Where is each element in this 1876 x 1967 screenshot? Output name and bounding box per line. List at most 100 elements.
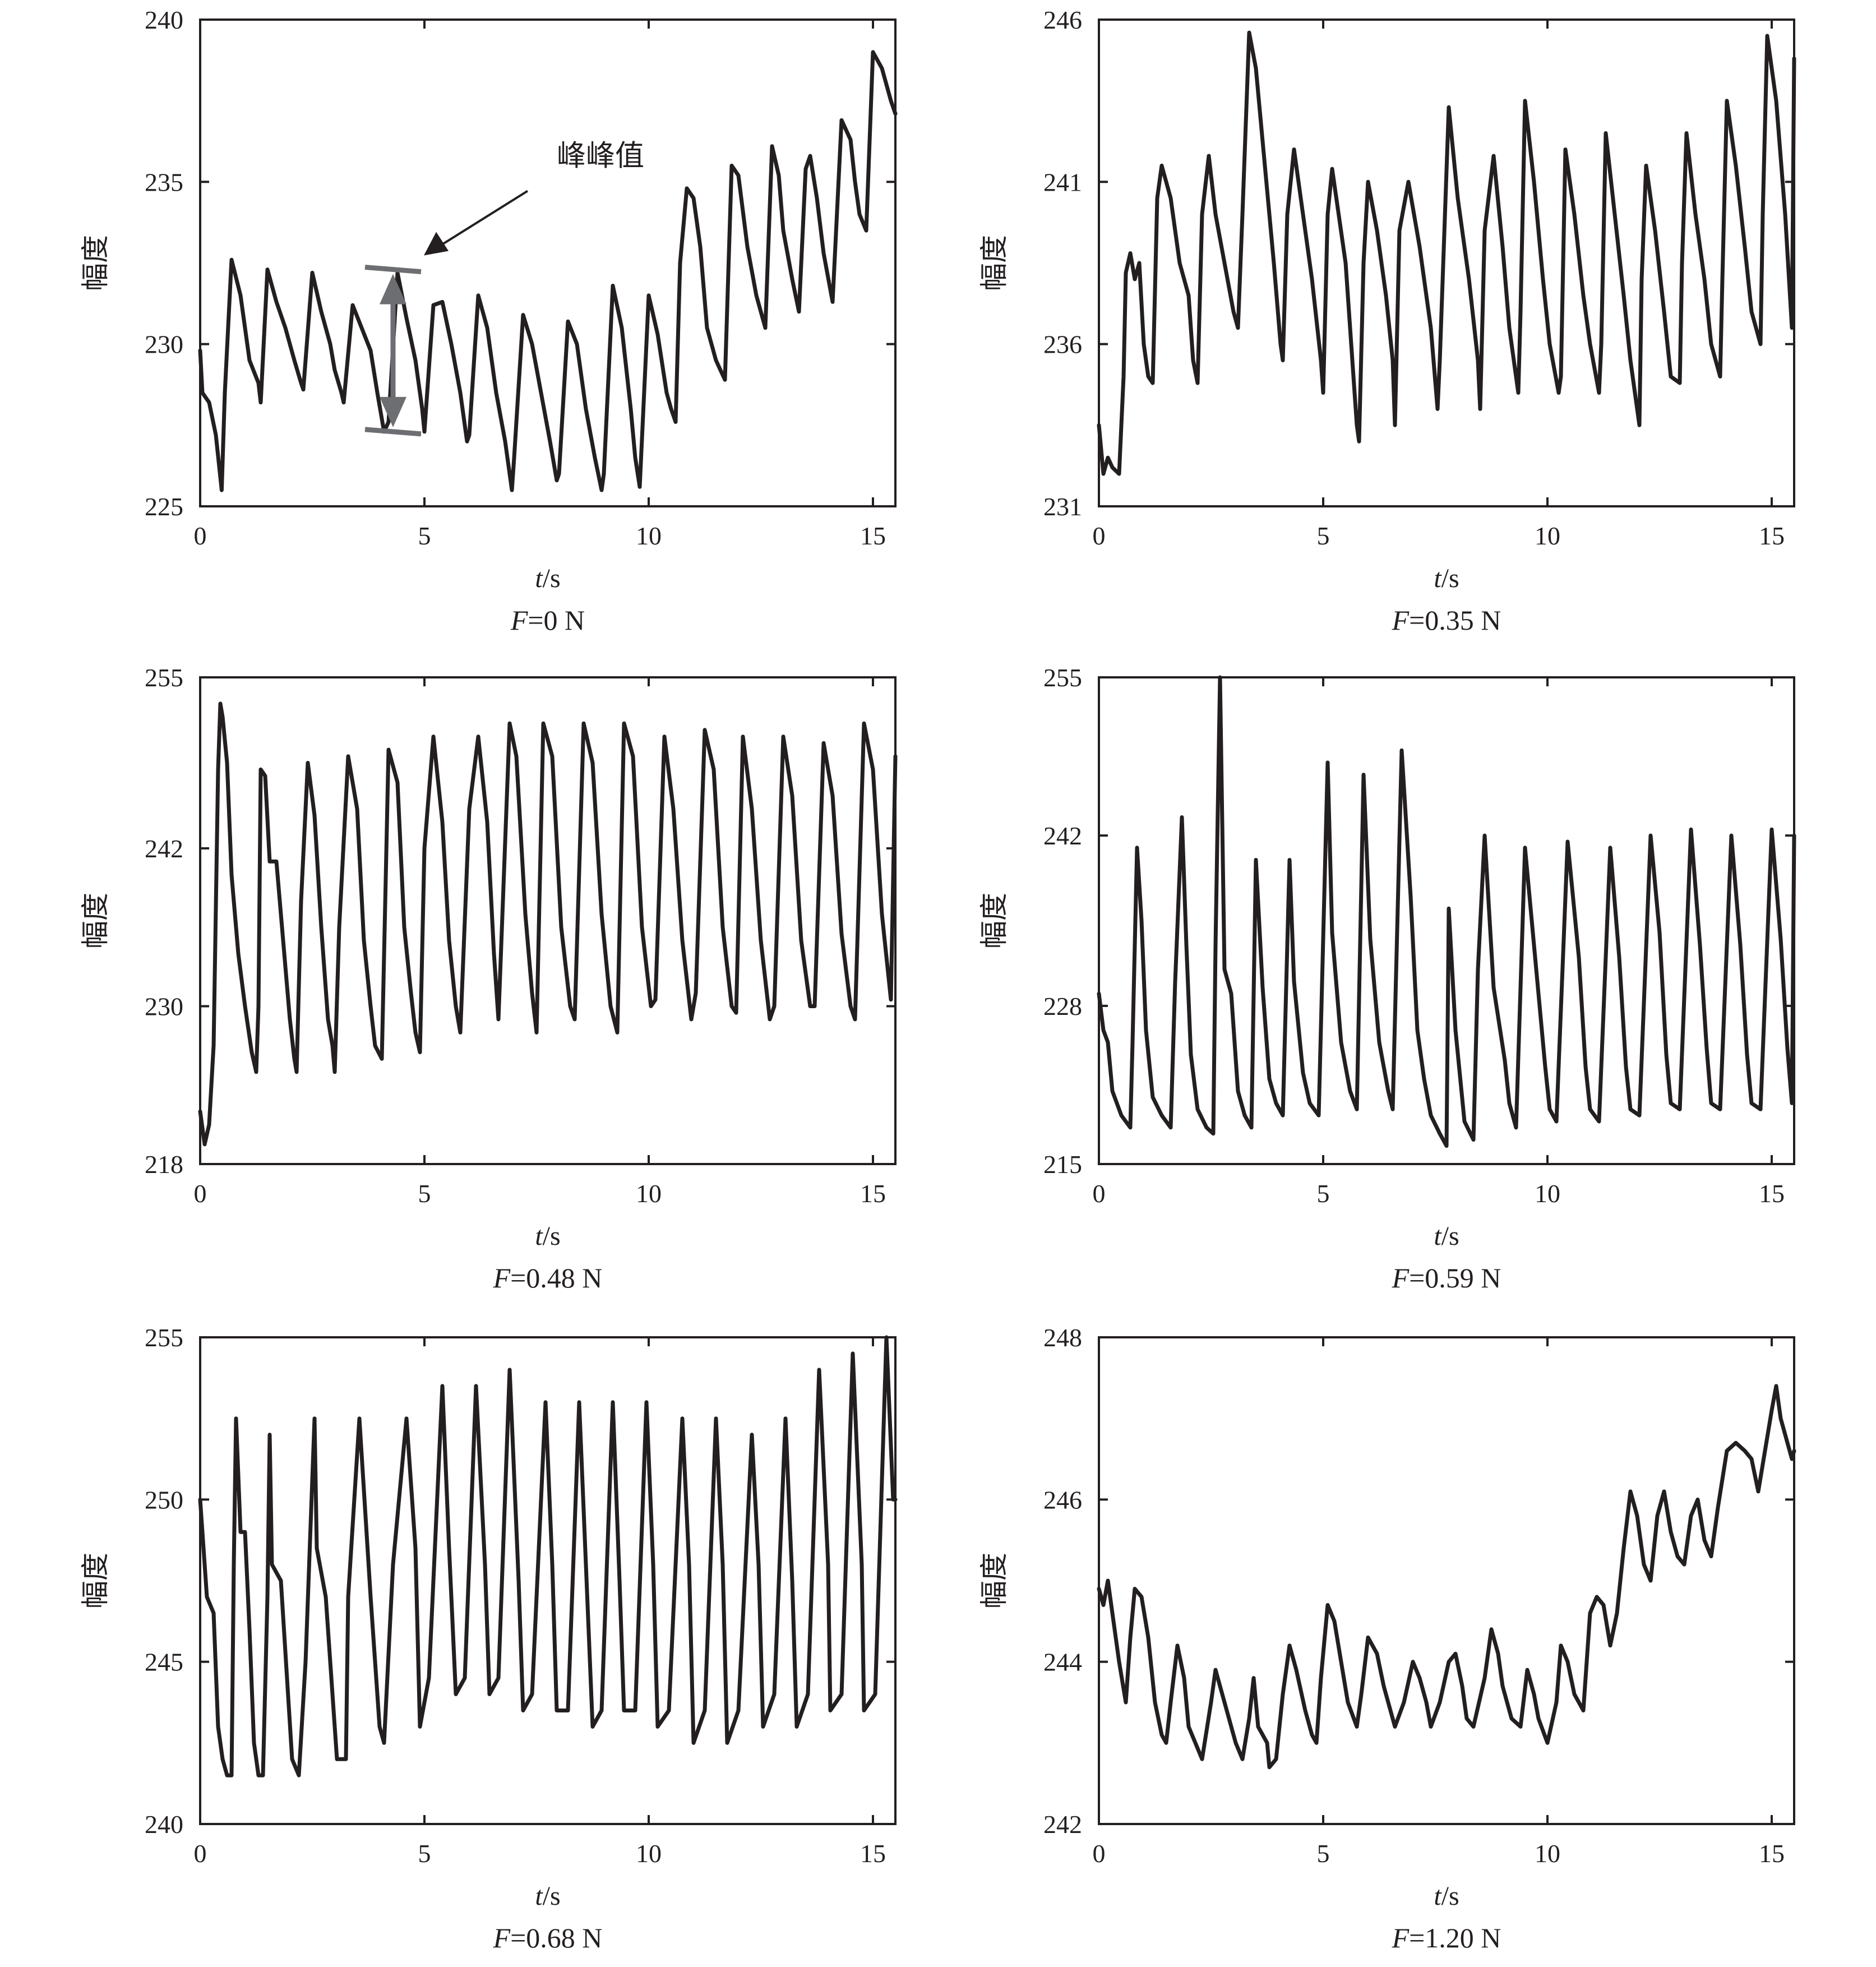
x-tick-label: 15 xyxy=(1759,521,1785,550)
y-tick-label: 228 xyxy=(1043,992,1082,1021)
plot-frame xyxy=(199,1336,897,1825)
chart-panel-6: 0 5 10 15 242 244 246 248 幅度 t/s F=1.20 N xyxy=(978,1323,1796,1954)
y-axis-label: 幅度 xyxy=(80,893,111,949)
x-tick-label: 10 xyxy=(636,1839,662,1868)
caption-variable: F xyxy=(1392,1262,1410,1294)
annotation-arrowhead-icon xyxy=(424,232,449,256)
y-tick-label: 240 xyxy=(145,1810,183,1839)
caption-value: =0.48 N xyxy=(510,1262,602,1294)
x-axis-unit: /s xyxy=(1441,1881,1459,1911)
x-tick-label: 5 xyxy=(418,1179,431,1208)
x-axis-unit: /s xyxy=(1441,564,1459,593)
peak-bar-bottom xyxy=(364,427,422,437)
x-tick-label: 15 xyxy=(860,1179,886,1208)
y-tick-label: 241 xyxy=(1043,168,1082,196)
y-tick-label: 225 xyxy=(145,492,183,521)
y-axis-label: 幅度 xyxy=(80,1553,111,1609)
x-tick-label: 10 xyxy=(1535,1839,1560,1868)
x-tick-label: 5 xyxy=(418,521,431,550)
x-axis-variable: t xyxy=(535,564,543,593)
y-tick-label: 255 xyxy=(1043,663,1082,692)
x-tick-label: 10 xyxy=(1535,1179,1560,1208)
caption-value: =0.68 N xyxy=(510,1922,602,1954)
x-tick-label: 10 xyxy=(636,1179,662,1208)
y-tick-label: 230 xyxy=(145,992,183,1021)
x-axis-label: t/s xyxy=(535,1881,560,1911)
y-tick-label: 242 xyxy=(1043,821,1082,850)
panel-caption: F=0.68 N xyxy=(493,1922,603,1954)
annotation-pointer-line xyxy=(440,190,529,247)
x-tick-label: 10 xyxy=(636,521,662,550)
caption-variable: F xyxy=(493,1262,511,1294)
x-axis-label: t/s xyxy=(1434,1881,1459,1911)
caption-variable: F xyxy=(1392,604,1410,636)
x-tick-label: 15 xyxy=(1759,1839,1785,1868)
y-tick-label: 218 xyxy=(145,1150,183,1179)
x-tick-label: 5 xyxy=(1317,1839,1330,1868)
y-tick-label: 236 xyxy=(1043,330,1082,359)
y-tick-label: 255 xyxy=(145,1323,183,1352)
chart-panel-1: 0 5 10 15 225 230 235 240 幅度 t/s F=0 N 峰峰值 xyxy=(80,6,898,636)
x-tick-label: 5 xyxy=(1317,1179,1330,1208)
caption-variable: F xyxy=(493,1922,511,1954)
y-tick-label: 242 xyxy=(145,834,183,863)
y-tick-label: 255 xyxy=(145,663,183,692)
x-tick-label: 0 xyxy=(1093,521,1106,550)
y-tick-label: 248 xyxy=(1043,1323,1082,1352)
series-line-1 xyxy=(1097,675,1796,1148)
y-tick-label: 215 xyxy=(1043,1150,1082,1179)
y-axis-label: 幅度 xyxy=(80,235,111,291)
series-line-1 xyxy=(198,1335,898,1777)
x-tick-label: 0 xyxy=(194,521,207,550)
y-tick-label: 235 xyxy=(145,168,183,196)
plot-frame xyxy=(199,676,897,1165)
caption-value: =0 N xyxy=(528,604,585,636)
x-tick-label: 0 xyxy=(194,1179,207,1208)
panel-caption: F=1.20 N xyxy=(1392,1922,1501,1954)
x-axis-variable: t xyxy=(1434,564,1442,593)
x-tick-label: 5 xyxy=(418,1839,431,1868)
x-tick-label: 10 xyxy=(1535,521,1560,550)
chart-panel-5: 0 5 10 15 240 245 250 255 幅度 t/s F=0.68 N xyxy=(80,1323,898,1954)
x-tick-label: 15 xyxy=(860,1839,886,1868)
panel-caption: F=0 N xyxy=(510,604,585,636)
y-tick-label: 245 xyxy=(145,1648,183,1677)
y-tick-label: 246 xyxy=(1043,6,1082,34)
plot-frame xyxy=(1098,19,1795,507)
x-axis-label: t/s xyxy=(1434,564,1459,593)
series-line-1 xyxy=(198,701,898,1147)
y-tick-label: 244 xyxy=(1043,1648,1082,1677)
chart-panel-3: 0 5 10 15 218 230 242 255 幅度 t/s F=0.48 N xyxy=(80,663,898,1294)
x-axis-label: t/s xyxy=(535,564,560,593)
x-tick-label: 15 xyxy=(1759,1179,1785,1208)
caption-value: =0.35 N xyxy=(1409,604,1501,636)
x-axis-variable: t xyxy=(1434,1881,1442,1911)
y-tick-label: 240 xyxy=(145,6,183,34)
x-axis-unit: /s xyxy=(1441,1221,1459,1251)
annotation-label: 峰峰值 xyxy=(557,141,644,173)
x-tick-label: 0 xyxy=(1093,1839,1106,1868)
x-axis-variable: t xyxy=(535,1881,543,1911)
y-axis-label: 幅度 xyxy=(978,235,1010,291)
y-tick-label: 231 xyxy=(1043,492,1082,521)
y-tick-label: 230 xyxy=(145,330,183,359)
y-axis-label: 幅度 xyxy=(978,1553,1010,1609)
x-axis-unit: /s xyxy=(543,1221,561,1251)
series-line-1 xyxy=(198,50,898,492)
y-axis-label: 幅度 xyxy=(978,893,1010,949)
panel-caption: F=0.35 N xyxy=(1392,604,1501,636)
x-axis-variable: t xyxy=(535,1221,543,1251)
y-tick-label: 250 xyxy=(145,1485,183,1514)
x-axis-label: t/s xyxy=(535,1221,560,1251)
chart-panel-4: 0 5 10 15 215 228 242 255 幅度 t/s F=0.59 N xyxy=(978,663,1796,1294)
y-tick-label: 242 xyxy=(1043,1810,1082,1839)
peak-bar-top xyxy=(364,265,422,275)
x-axis-unit: /s xyxy=(543,1881,561,1911)
panel-caption: F=0.48 N xyxy=(493,1262,603,1294)
caption-value: =1.20 N xyxy=(1409,1922,1501,1954)
plot-frame xyxy=(199,19,897,507)
y-tick-label: 246 xyxy=(1043,1485,1082,1514)
caption-variable: F xyxy=(1392,1922,1410,1954)
series-line-1 xyxy=(1097,1384,1796,1770)
